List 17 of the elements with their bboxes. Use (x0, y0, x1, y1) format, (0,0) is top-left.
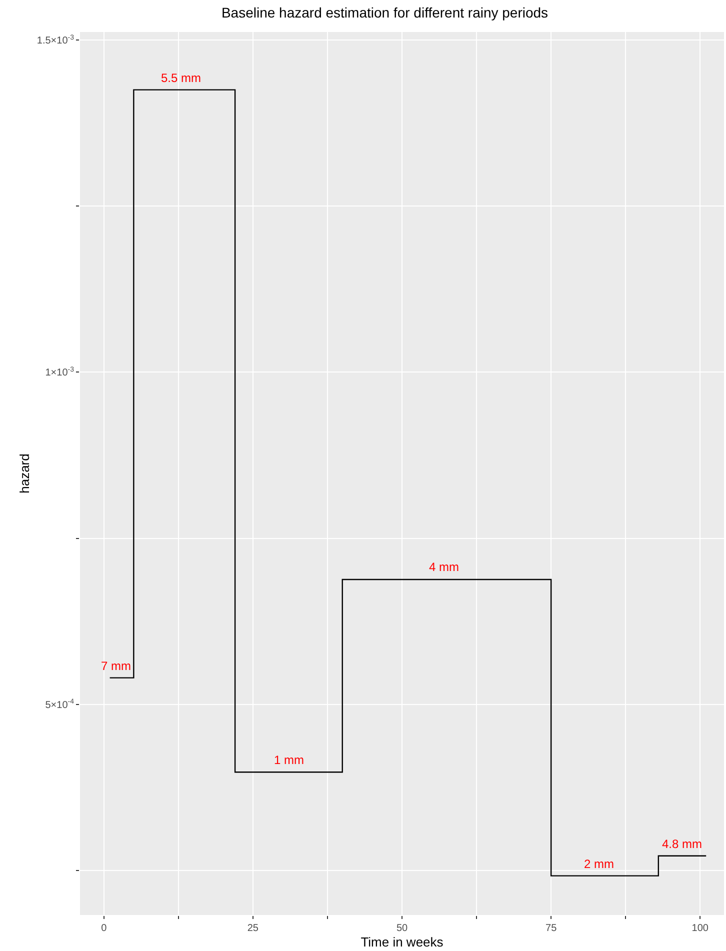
annotation: 1 mm (274, 753, 304, 767)
y-axis-title: hazard (16, 454, 32, 494)
y-tick-label: 1.5×10$^{-3}$ (36, 34, 74, 46)
x-tick-label: 50 (396, 923, 408, 934)
chart-title: Baseline hazard estimation for different rainy periods (221, 4, 548, 20)
annotation: 2 mm (584, 857, 614, 871)
annotation: 7 mm (101, 659, 132, 673)
x-tick-label: 25 (247, 923, 259, 934)
annotation: 4 mm (429, 560, 460, 574)
annotation: 4.8 mm (662, 837, 702, 851)
y-tick-label: 1×10$^{-3}$ (45, 366, 74, 379)
x-tick-label: 100 (692, 923, 709, 934)
x-tick-label: 75 (546, 923, 558, 934)
y-tick-label: 5×10$^{-4}$ (45, 698, 74, 711)
x-axis-title: Time in weeks (360, 934, 444, 950)
x-tick-label: 0 (101, 923, 108, 934)
annotation: 5.5 mm (161, 71, 202, 85)
